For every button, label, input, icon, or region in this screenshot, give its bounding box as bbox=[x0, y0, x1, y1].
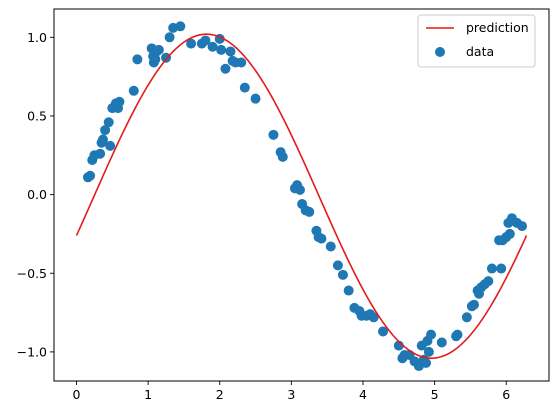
x-tick-label: 2 bbox=[216, 387, 224, 402]
y-axis-ticks: −1.0 −0.5 0.0 0.5 1.0 bbox=[17, 30, 54, 359]
data-point bbox=[423, 346, 434, 357]
x-axis-ticks: 0 1 2 3 4 5 6 bbox=[73, 381, 510, 402]
data-point bbox=[436, 337, 447, 348]
data-point bbox=[128, 85, 139, 96]
data-point bbox=[461, 312, 472, 323]
data-point bbox=[186, 38, 197, 49]
data-point bbox=[100, 125, 111, 136]
y-tick-label: −1.0 bbox=[17, 344, 47, 359]
data-point bbox=[216, 44, 227, 55]
data-point bbox=[200, 35, 211, 46]
x-tick-label: 3 bbox=[287, 387, 295, 402]
y-tick-label: 1.0 bbox=[27, 30, 47, 45]
plot-area bbox=[53, 8, 550, 382]
data-point bbox=[332, 260, 343, 271]
data-point bbox=[105, 140, 116, 151]
data-point bbox=[343, 285, 354, 296]
data-point bbox=[517, 221, 527, 232]
data-point bbox=[368, 312, 379, 323]
x-tick-label: 5 bbox=[431, 387, 439, 402]
data-point bbox=[239, 82, 250, 93]
x-tick-label: 6 bbox=[502, 387, 510, 402]
legend-data-label: data bbox=[466, 44, 494, 59]
x-tick-label: 1 bbox=[144, 387, 152, 402]
data-point bbox=[207, 41, 218, 52]
data-point bbox=[97, 134, 108, 145]
data-point bbox=[496, 263, 507, 274]
data-point bbox=[486, 263, 497, 274]
data-point bbox=[114, 96, 125, 107]
data-point bbox=[250, 93, 261, 104]
data-point bbox=[85, 170, 96, 181]
data-point bbox=[421, 357, 432, 368]
data-point bbox=[294, 184, 305, 195]
prediction-line bbox=[75, 33, 528, 359]
data-point bbox=[132, 54, 143, 65]
data-point bbox=[153, 44, 164, 55]
legend-prediction-label: prediction bbox=[466, 20, 529, 35]
y-tick-label: 0.5 bbox=[27, 108, 47, 123]
data-point bbox=[175, 21, 186, 32]
legend-data-swatch bbox=[435, 47, 445, 57]
data-point bbox=[95, 148, 106, 159]
data-point bbox=[220, 63, 231, 74]
data-point bbox=[504, 228, 515, 239]
data-point bbox=[103, 117, 114, 128]
data-point bbox=[161, 52, 172, 63]
data-point bbox=[469, 299, 480, 310]
data-points bbox=[82, 21, 527, 372]
data-point bbox=[236, 57, 247, 68]
data-point bbox=[304, 206, 315, 217]
data-point bbox=[150, 54, 161, 65]
data-point bbox=[268, 129, 279, 140]
x-tick-label: 4 bbox=[359, 387, 367, 402]
y-tick-label: 0.0 bbox=[27, 187, 47, 202]
legend: prediction data bbox=[417, 14, 536, 68]
data-point bbox=[452, 329, 463, 340]
x-tick-label: 0 bbox=[73, 387, 81, 402]
data-point bbox=[378, 326, 389, 337]
data-point bbox=[325, 241, 336, 252]
data-point bbox=[426, 329, 437, 340]
data-point bbox=[277, 151, 288, 162]
data-point bbox=[337, 269, 348, 280]
data-point bbox=[225, 46, 236, 57]
y-tick-label: −0.5 bbox=[17, 266, 47, 281]
data-point bbox=[164, 32, 175, 43]
data-point bbox=[483, 276, 494, 287]
data-point bbox=[316, 233, 327, 244]
